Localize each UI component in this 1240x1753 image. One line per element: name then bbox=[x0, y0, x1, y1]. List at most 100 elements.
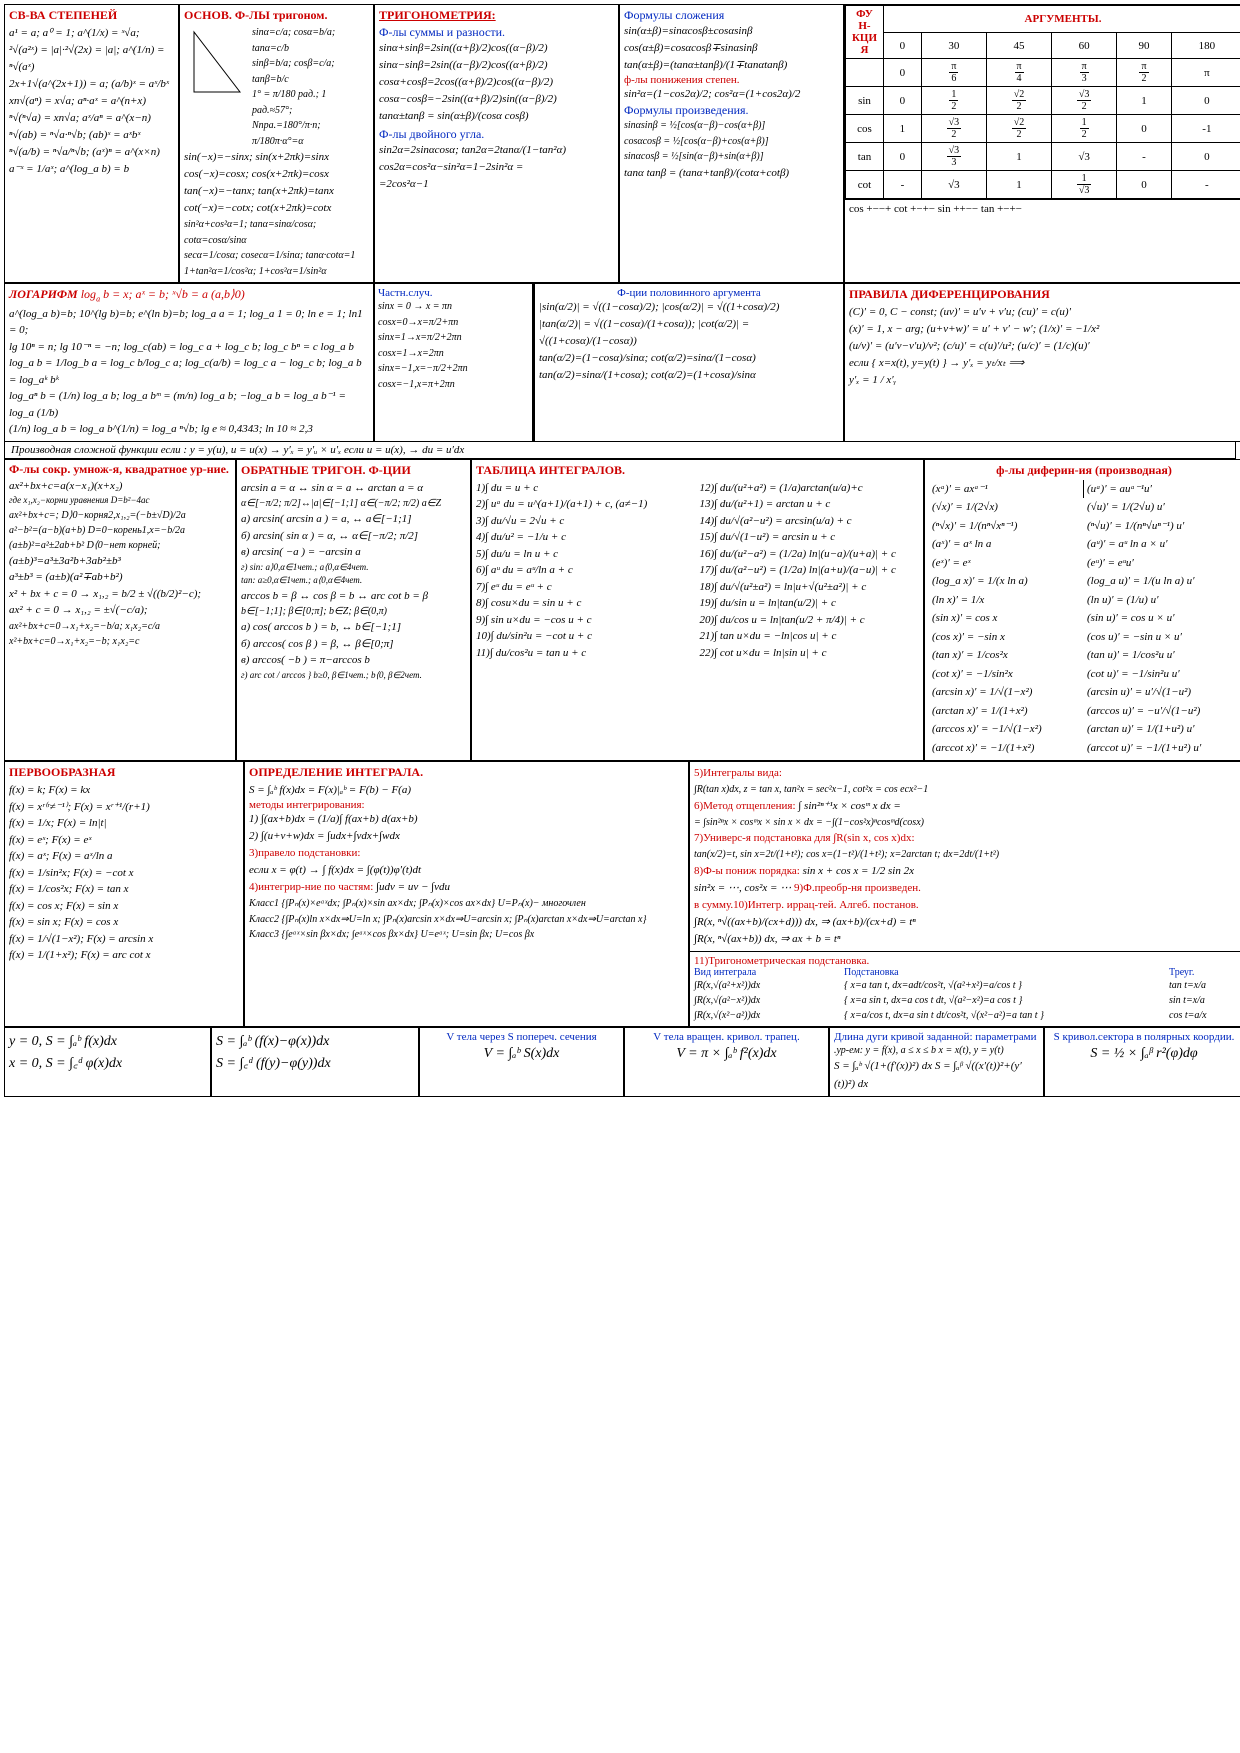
iv7: b∈[−1;1]; β∈[0;π]; b∈Z; β∈(0,π) bbox=[241, 604, 466, 619]
polar-sector: S кривол.сектора в полярных коордии. S =… bbox=[1044, 1027, 1240, 1097]
short-mult: Ф-лы сокр. умнож-я, квадратное ур-ние. a… bbox=[4, 459, 236, 762]
c3: Класс3 {∫eᵃˣ×sin βx×dx; ∫eᵃˣ×cos βx×dx} … bbox=[249, 927, 684, 943]
bt4: sin(−x)=−sinx; sin(x+2πk)=sinx bbox=[184, 149, 369, 166]
m3: если x = φ(t) → ∫ f(x)dx = ∫(φ(t))φ′(t)d… bbox=[249, 862, 684, 879]
specials-half: Частн.случ. sinx = 0 → x = πn cosx=0→x=π… bbox=[374, 283, 534, 441]
def-title: ОПРЕДЕЛЕНИЕ ИНТЕГРАЛА. bbox=[249, 765, 684, 780]
b1: S = ∫ₐᵇ (f(x)−φ(x))dx bbox=[216, 1031, 414, 1053]
row-1: СВ-ВА СТЕПЕНЕЙ a¹ = a; a⁰ = 1; a^(1/x) =… bbox=[4, 4, 1236, 283]
anti-title: ПЕРВООБРАЗНАЯ bbox=[9, 765, 239, 780]
triangle-icon bbox=[190, 28, 246, 98]
iv5: г) sin: a⟩0,α∈1чет.; a⟨0,α∈4чет. bbox=[241, 561, 466, 575]
fl: S = ½ × ∫ₐᵝ r²(φ)dφ bbox=[1049, 1043, 1239, 1065]
spec-title: Частн.случ. bbox=[378, 287, 529, 299]
area-a: y = 0, S = ∫ₐᵇ f(x)dx x = 0, S = ∫꜀ᵈ φ(x… bbox=[4, 1027, 211, 1097]
et: Длина дуги кривой заданной: параметрами bbox=[834, 1031, 1039, 1043]
b2: S = ∫꜀ᵈ (f(y)−φ(y))dx bbox=[216, 1053, 414, 1075]
integral-table: ТАБЛИЦА ИНТЕГРАЛОВ. 1)∫ du = u + c12)∫ d… bbox=[471, 459, 924, 762]
c1: Класс1 {∫Pₙ(x)×eᵃˣdx; ∫Pₙ(x)×sin ax×dx; … bbox=[249, 896, 684, 912]
lg4: (1/n) log_a b = log_a b^(1/n) = log_a ⁿ√… bbox=[9, 421, 369, 438]
sm5: (a±b)³=a³±3a²b+3ab²±b³ bbox=[9, 553, 231, 570]
sm7: x² + bx + c = 0 → x₁,₂ = b/2 ± √((b/2)²−… bbox=[9, 586, 231, 603]
l6b: = ∫sin²ⁿx × cosᵐx × sin x × dx = −∫(1−co… bbox=[694, 815, 1239, 831]
a1: y = 0, S = ∫ₐᵇ f(x)dx bbox=[9, 1031, 206, 1053]
sm10: x²+bx+c=0→x₁+x₂=−b; x₁x₂=c bbox=[9, 634, 231, 649]
row-5: y = 0, S = ∫ₐᵇ f(x)dx x = 0, S = ∫꜀ᵈ φ(x… bbox=[4, 1027, 1236, 1097]
bt5: cos(−x)=cosx; cos(x+2πk)=cosx bbox=[184, 166, 369, 183]
arg-hdr: ФУН-КЦИЯ bbox=[846, 6, 884, 59]
sm3: a²−b²=(a−b)(a+b) D=0−корень1,x=−b/2a bbox=[9, 523, 231, 538]
arguments-table: ФУН-КЦИЯ АРГУМЕНТЫ. 030456090180 0π6π4π3… bbox=[844, 4, 1240, 283]
ft: S кривол.сектора в полярных коордии. bbox=[1049, 1031, 1239, 1043]
d2: =2cos²α−1 bbox=[379, 176, 614, 193]
iv4: в) arcsin( −a ) = −arcsin a bbox=[241, 544, 466, 561]
def-main: S = ∫ₐᵇ f(x)dx = F(x)|ₐᵇ = F(b) − F(a) bbox=[249, 782, 684, 799]
area-b: S = ∫ₐᵇ (f(x)−φ(x))dx S = ∫꜀ᵈ (f(y)−φ(y)… bbox=[211, 1027, 419, 1097]
basic-trig-title: ОСНОВ. Ф-ЛЫ тригоном. bbox=[184, 8, 369, 23]
diff-title: ПРАВИЛА ДИФЕРЕНЦИРОВАНИЯ bbox=[849, 287, 1239, 302]
integral-types-and-sub: 5)Интегралы вида: ∫R(tan x)dx, z = tan x… bbox=[689, 761, 1240, 1027]
l5: ∫R(tan x)dx, z = tan x, tan²x = sec²x−1,… bbox=[694, 782, 1239, 798]
dl: V = π × ∫ₐᵇ f²(x)dx bbox=[629, 1043, 824, 1065]
iv6: arccos b = β ↔ cos β = b ↔ arc cot b = β bbox=[241, 588, 466, 605]
h0: |sin(α/2)| = √((1−cosα)/2); |cos(α/2)| =… bbox=[539, 299, 839, 316]
iv10: в) arccos( −b ) = π−arccos b bbox=[241, 652, 466, 669]
sm2: ax²+bx+c=; D⟩0−корня2,x₁,₂=(−b±√D)/2a bbox=[9, 508, 231, 523]
s2: cosα+cosβ=2cos((α+β)/2)cos((α−β)/2) bbox=[379, 74, 614, 91]
sm-title: Ф-лы сокр. умнож-я, квадратное ур-ние. bbox=[9, 463, 231, 476]
args-table: ФУН-КЦИЯ АРГУМЕНТЫ. 030456090180 0π6π4π3… bbox=[845, 5, 1240, 199]
trig-title: ТРИГОНОМЕТРИЯ: bbox=[379, 8, 614, 23]
diff-rules: ПРАВИЛА ДИФЕРЕНЦИРОВАНИЯ (C)′ = 0, C − c… bbox=[844, 283, 1240, 441]
power-l1: ²√(a²ˣ) = |a|·²√(2x) = |a|; a^(1/n) = ⁿ√… bbox=[9, 42, 174, 76]
bt2: 1° = π/180 рад.; 1 рад.≈57°; bbox=[252, 87, 369, 118]
power-l4: ⁿ√(ⁿ√a) = xn√a; aˣ/aⁿ = a^(x−n) bbox=[9, 110, 174, 127]
inverse-trig: ОБРАТНЫЕ ТРИГОН. Ф-ЦИИ arcsin a = α ↔ si… bbox=[236, 459, 471, 762]
el1: S = ∫ₐᵇ √(1+(f′(x))²) dx S = ∫ₐᵝ √((x′(t… bbox=[834, 1058, 1039, 1092]
sm8: ax² + c = 0 → x₁,₂ = ±√(−c/a); bbox=[9, 602, 231, 619]
dr1: (x)′ = 1, x − arg; (u+v+w)′ = u′ + v′ − … bbox=[849, 321, 1239, 338]
sm1: где x₁,x₂−корни уравнения D=b²−4ac bbox=[9, 494, 231, 508]
power-l2: 2x+1√(a^(2x+1)) = a; (a/b)ˣ = aˣ/bˣ bbox=[9, 76, 174, 93]
l10b: ∫R(x, ⁿ√(ax+b)) dx, ⇒ ax + b = tⁿ bbox=[694, 931, 1239, 948]
lg1: lg 10ⁿ = n; lg 10⁻ⁿ = −n; log_c(ab) = lo… bbox=[9, 339, 369, 356]
meth-title: методы интегрирования: bbox=[249, 799, 684, 811]
sum-title: Ф-лы суммы и разности. bbox=[379, 25, 614, 40]
derivative-formulas: ф-лы диферин-ия (производная) (xᵃ)′ = ax… bbox=[924, 459, 1240, 762]
basic-trig: ОСНОВ. Ф-ЛЫ тригоном. sinα=c/a; cosα=b/a… bbox=[179, 4, 374, 283]
half-title: Ф-ции половинного аргумента bbox=[539, 287, 839, 299]
h3: tan(α/2)=sinα/(1+cosα); cot(α/2)=(1+cosα… bbox=[539, 367, 839, 384]
a1: cos(α±β)=cosαcosβ∓sinαsinβ bbox=[624, 40, 839, 57]
iv9: б) arccos( cos β ) = β, ↔ β∈[0;π] bbox=[241, 636, 466, 653]
reduce-title: ф-лы понижения степен. bbox=[624, 74, 839, 86]
prod-title: Формулы произведения. bbox=[624, 103, 839, 118]
sp4: sinx=−1,x=−π/2+2πn bbox=[378, 361, 529, 377]
chain-rule: Производная сложной функции если : y = y… bbox=[4, 442, 1236, 459]
arc-length: Длина дуги кривой заданной: параметрами … bbox=[829, 1027, 1044, 1097]
iv8: a) cos( arccos b ) = b, ↔ b∈[−1;1] bbox=[241, 619, 466, 636]
logarithm: ЛОГАРИФМ ЛОГАРИФМ log_a b = x; aˣ = b; ˣ… bbox=[4, 283, 374, 441]
bt1: sinβ=b/a; cosβ=c/a; tanβ=b/c bbox=[252, 56, 369, 87]
cl: V = ∫ₐᵇ S(x)dx bbox=[424, 1043, 619, 1065]
lg2: log_a b = 1/log_b a = log_c b/log_c a; l… bbox=[9, 355, 369, 388]
integral-grid: 1)∫ du = u + c12)∫ du/(u²+a²) = (1/a)arc… bbox=[476, 480, 919, 662]
power-l6: ⁿ√(a/b) = ⁿ√a/ⁿ√b; (aˣ)ⁿ = a^(x×n) bbox=[9, 144, 174, 161]
a2: x = 0, S = ∫꜀ᵈ φ(x)dx bbox=[9, 1053, 206, 1075]
trigonometry: ТРИГОНОМЕТРИЯ: Ф-лы суммы и разности. si… bbox=[374, 4, 619, 283]
double-title: Ф-лы двойного угла. bbox=[379, 127, 614, 142]
power-title: СВ-ВА СТЕПЕНЕЙ bbox=[9, 8, 174, 23]
bt7: cot(−x)=−cotx; cot(x+2πk)=cotx bbox=[184, 200, 369, 217]
bt0: sinα=c/a; cosα=b/a; tanα=c/b bbox=[252, 25, 369, 56]
sp0: sinx = 0 → x = πn bbox=[378, 299, 529, 315]
s1: sinα−sinβ=2sin((α−β)/2)cos((α+β)/2) bbox=[379, 57, 614, 74]
power-l0: a¹ = a; a⁰ = 1; a^(1/x) = ˣ√a; bbox=[9, 25, 174, 42]
row-2: ЛОГАРИФМ ЛОГАРИФМ log_a b = x; aˣ = b; ˣ… bbox=[4, 283, 1236, 441]
half-angle: Ф-ции половинного аргумента |sin(α/2)| =… bbox=[534, 283, 844, 441]
m1: 2) ∫(u+v+w)dx = ∫udx+∫vdx+∫wdx bbox=[249, 828, 684, 845]
bt3: Nпра.=180°/π·n; π/180π·α°=α bbox=[252, 118, 369, 149]
iv3: б) arcsin( sin α ) = α, ↔ α∈[−π/2; π/2] bbox=[241, 528, 466, 545]
dr2: (u/v)′ = (u′v−v′u)/v²; (c/u)′ = c(u)′/u²… bbox=[849, 338, 1239, 355]
signs-line: cos +−−+ cot +−+− sin ++−− tan +−+− bbox=[845, 199, 1240, 218]
inv-title: ОБРАТНЫЕ ТРИГОН. Ф-ЦИИ bbox=[241, 463, 466, 478]
volume-section: V тела через S попереч. сечения V = ∫ₐᵇ … bbox=[419, 1027, 624, 1097]
d1: cos2α=cos²α−sin²α=1−2sin²α = bbox=[379, 159, 614, 176]
